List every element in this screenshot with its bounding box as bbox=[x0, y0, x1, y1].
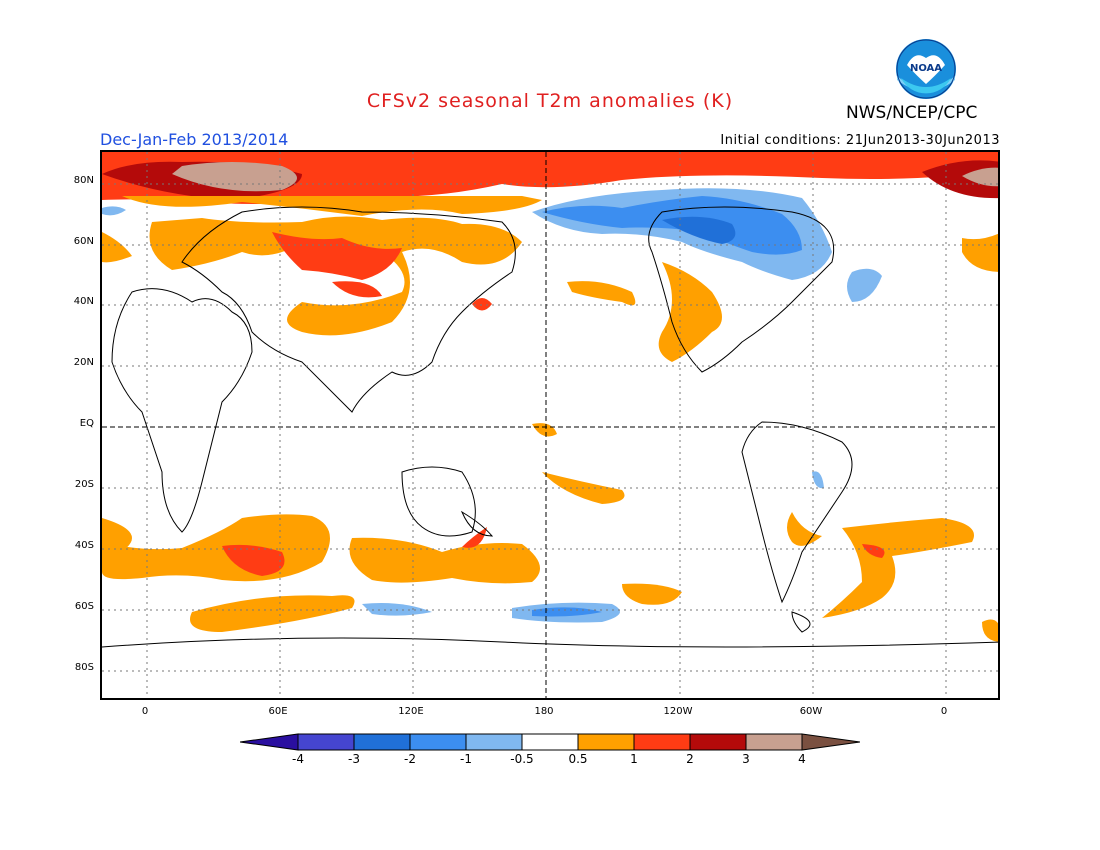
colorbar-tick-label: -2 bbox=[404, 752, 416, 766]
initial-conditions-label: Initial conditions: 21Jun2013-30Jun2013 bbox=[720, 133, 1000, 148]
lat-label: 60N bbox=[73, 236, 94, 247]
cold-anomaly-fields bbox=[102, 188, 882, 623]
lat-label: 20S bbox=[74, 479, 94, 490]
colorbar-segment bbox=[689, 733, 747, 751]
noaa-logo-icon: NOAA bbox=[895, 38, 957, 100]
colorbar-segment bbox=[297, 733, 355, 751]
colorbar-segment bbox=[577, 733, 635, 751]
colorbar-segment bbox=[521, 733, 579, 751]
lat-label: 40S bbox=[74, 540, 94, 551]
colorbar-min-arrow bbox=[239, 733, 299, 751]
lat-lon-grid bbox=[102, 152, 998, 698]
colorbar-tick-label: 4 bbox=[798, 752, 806, 766]
anomaly-map bbox=[100, 150, 1000, 700]
colorbar-max-arrow bbox=[801, 733, 861, 751]
lat-label: 40N bbox=[73, 296, 94, 307]
colorbar-segment bbox=[353, 733, 411, 751]
lon-label: 0 bbox=[141, 706, 149, 717]
lon-label: 120E bbox=[398, 706, 424, 717]
colorbar-tick-label: 2 bbox=[686, 752, 694, 766]
colorbar-tick-label: 0.5 bbox=[568, 752, 588, 766]
lat-label: EQ bbox=[79, 418, 94, 429]
colorbar-segment bbox=[633, 733, 691, 751]
colorbar-segment bbox=[465, 733, 523, 751]
reference-lines bbox=[102, 152, 998, 698]
colorbar-tick-label: 3 bbox=[742, 752, 750, 766]
continent-outlines bbox=[102, 206, 998, 648]
colorbar-tick-label: 1 bbox=[630, 752, 638, 766]
lon-label: 60E bbox=[268, 706, 288, 717]
colorbar-tick-label: -3 bbox=[348, 752, 360, 766]
lon-label: 60W bbox=[799, 706, 823, 717]
colorbar-tick-label: -1 bbox=[460, 752, 472, 766]
svg-text:NOAA: NOAA bbox=[910, 63, 942, 74]
lat-label: 20N bbox=[73, 357, 94, 368]
chart-title: CFSv2 seasonal T2m anomalies (K) bbox=[366, 90, 734, 112]
lon-label: 120W bbox=[663, 706, 693, 717]
colorbar-tick-label: -4 bbox=[292, 752, 304, 766]
lon-label: 180 bbox=[534, 706, 554, 717]
lon-label: 0 bbox=[940, 706, 948, 717]
organization-label: NWS/NCEP/CPC bbox=[846, 103, 978, 123]
colorbar-tick-label: -0.5 bbox=[510, 752, 534, 766]
warm-anomaly-fields bbox=[102, 152, 998, 642]
colorbar bbox=[239, 733, 861, 755]
colorbar-segment bbox=[745, 733, 803, 751]
season-label: Dec-Jan-Feb 2013/2014 bbox=[100, 130, 289, 149]
lat-label: 80S bbox=[74, 662, 94, 673]
colorbar-segment bbox=[409, 733, 467, 751]
lat-label: 80N bbox=[73, 175, 94, 186]
lat-label: 60S bbox=[74, 601, 94, 612]
